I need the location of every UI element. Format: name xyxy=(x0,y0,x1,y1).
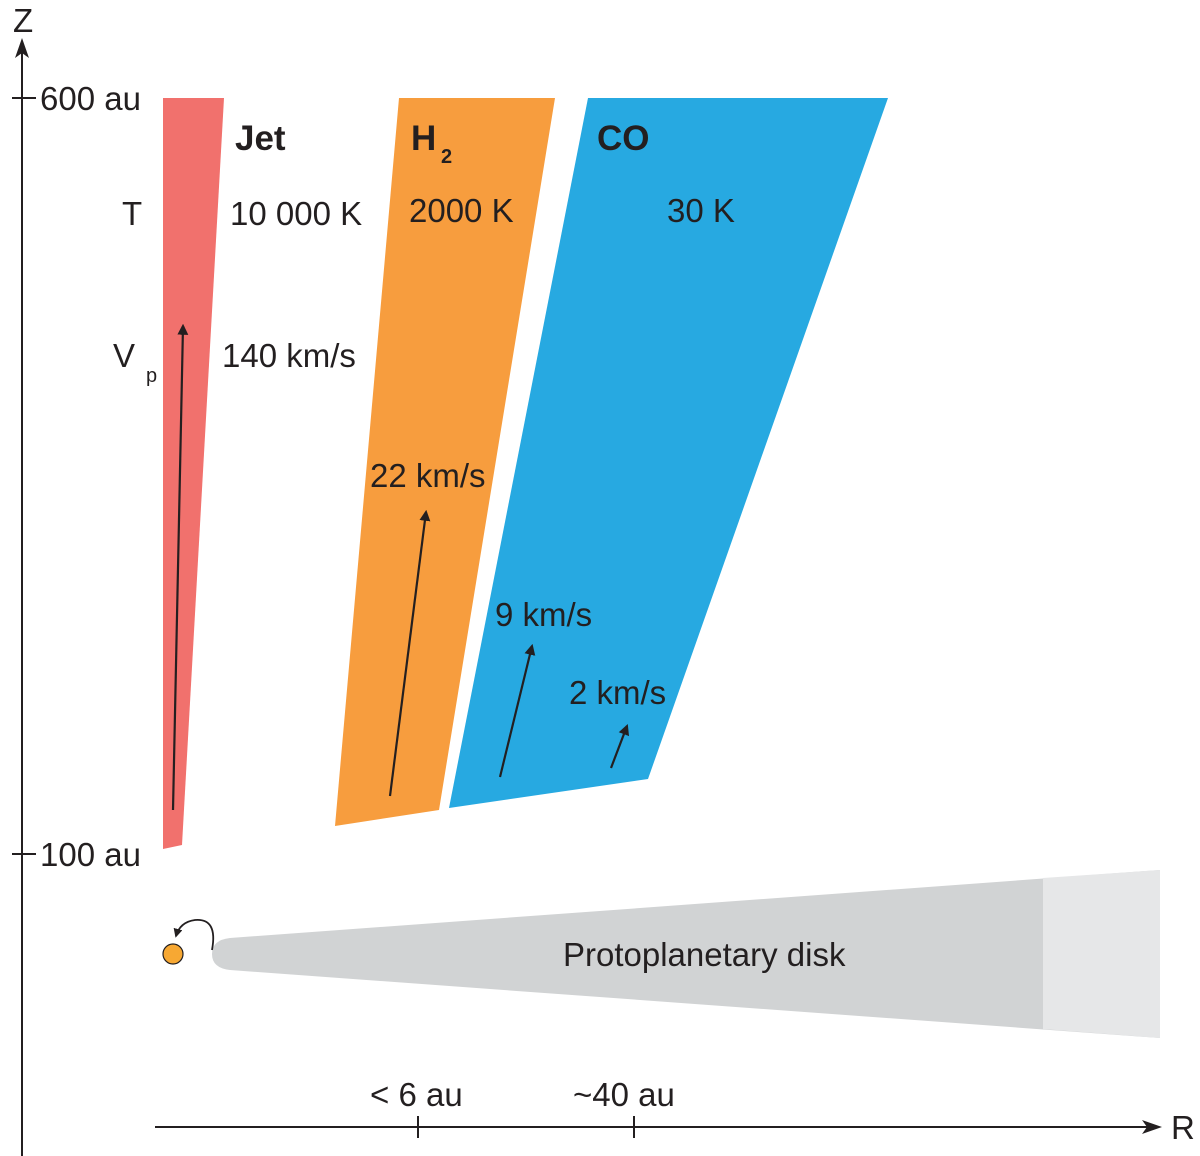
co-temperature: 30 K xyxy=(667,192,735,229)
h2-temperature: 2000 K xyxy=(409,192,514,229)
co-title: CO xyxy=(597,119,650,158)
protoplanetary-disk: Protoplanetary disk xyxy=(162,870,1160,1038)
co-velocity-outer: 2 km/s xyxy=(569,674,666,711)
temperature-row-label: T xyxy=(122,195,142,232)
h2-title: H xyxy=(411,119,436,158)
r-tick-label-40au: ~40 au xyxy=(573,1076,675,1113)
co-region: CO 30 K 9 km/s 2 km/s xyxy=(449,98,888,808)
co-inner-velocity-arrow xyxy=(498,643,536,778)
r-tick-label-6au: < 6 au xyxy=(370,1076,463,1113)
h2-velocity-arrow xyxy=(388,509,431,797)
r-axis: < 6 au ~40 au R xyxy=(155,1076,1195,1146)
h2-cone xyxy=(335,98,555,826)
co-outer-velocity-arrow xyxy=(609,723,630,769)
accretion-arrow xyxy=(173,919,215,951)
r-axis-arrowhead xyxy=(1142,1120,1162,1134)
jet-region: Jet 10 000 K 140 km/s xyxy=(163,98,362,849)
jet-velocity-arrow xyxy=(171,323,189,811)
disk-outer-edge xyxy=(1043,870,1160,1038)
jet-velocity: 140 km/s xyxy=(222,337,356,374)
h2-velocity: 22 km/s xyxy=(370,457,486,494)
disk-label: Protoplanetary disk xyxy=(563,936,846,973)
disk-body xyxy=(212,870,1160,1038)
co-cone xyxy=(449,98,888,808)
z-axis-arrowhead xyxy=(15,38,29,58)
velocity-row-label-subscript: p xyxy=(146,365,157,387)
h2-region: H 2 2000 K 22 km/s xyxy=(335,98,555,826)
jet-cone xyxy=(163,98,224,849)
jet-temperature: 10 000 K xyxy=(230,195,362,232)
h2-title-subscript: 2 xyxy=(441,146,452,168)
velocity-row-label: V xyxy=(113,337,135,374)
r-axis-label: R xyxy=(1171,1109,1195,1146)
z-tick-label-600: 600 au xyxy=(40,80,141,117)
star-icon xyxy=(162,943,184,965)
co-velocity-inner: 9 km/s xyxy=(495,596,592,633)
z-tick-label-100: 100 au xyxy=(40,836,141,873)
jet-title: Jet xyxy=(235,119,286,158)
z-axis-label: Z xyxy=(13,2,33,39)
z-axis: Z 600 au 100 au xyxy=(12,2,141,1156)
